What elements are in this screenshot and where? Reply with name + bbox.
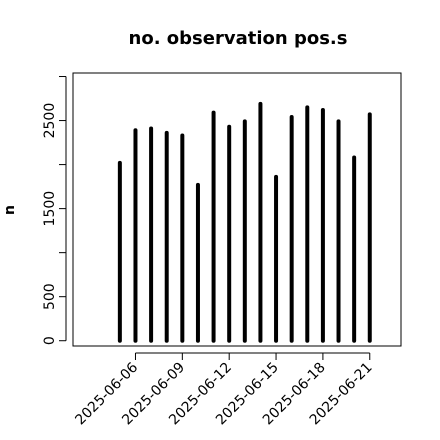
y-tick-label: 2500 xyxy=(42,103,58,139)
y-axis-label: n xyxy=(2,205,18,215)
chart-title: no. observation pos.s xyxy=(129,28,348,49)
y-tick-label: 1500 xyxy=(42,191,58,227)
y-tick-label: 0 xyxy=(42,336,58,345)
y-axis: 0 500 1500 2500 xyxy=(42,76,67,345)
plot-frame xyxy=(72,72,402,347)
bars-group xyxy=(117,101,372,343)
y-tick-label: 500 xyxy=(42,283,58,310)
x-axis: 2025-06-062025-06-092025-06-122025-06-15… xyxy=(72,352,376,428)
